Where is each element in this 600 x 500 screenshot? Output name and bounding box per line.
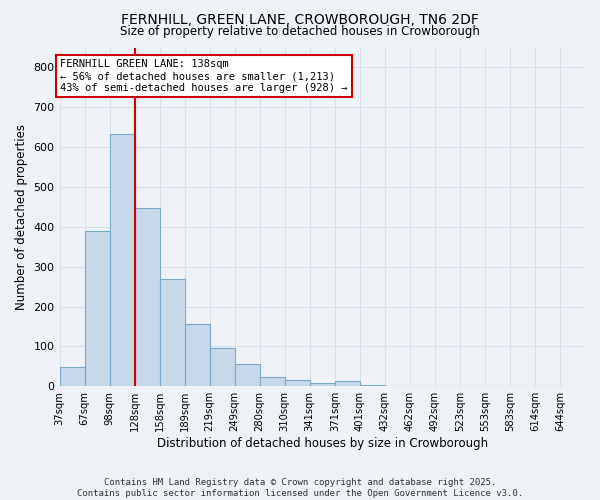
Bar — [310, 383, 335, 386]
Bar — [160, 280, 185, 386]
Text: Contains HM Land Registry data © Crown copyright and database right 2025.
Contai: Contains HM Land Registry data © Crown c… — [77, 478, 523, 498]
Text: FERNHILL GREEN LANE: 138sqm
← 56% of detached houses are smaller (1,213)
43% of : FERNHILL GREEN LANE: 138sqm ← 56% of det… — [60, 60, 347, 92]
Bar — [209, 348, 235, 386]
Text: Size of property relative to detached houses in Crowborough: Size of property relative to detached ho… — [120, 25, 480, 38]
Bar — [285, 380, 310, 386]
Bar — [260, 378, 285, 386]
Bar — [185, 324, 209, 386]
Bar — [59, 368, 85, 386]
Text: FERNHILL, GREEN LANE, CROWBOROUGH, TN6 2DF: FERNHILL, GREEN LANE, CROWBOROUGH, TN6 2… — [121, 12, 479, 26]
Y-axis label: Number of detached properties: Number of detached properties — [15, 124, 28, 310]
X-axis label: Distribution of detached houses by size in Crowborough: Distribution of detached houses by size … — [157, 437, 488, 450]
Bar — [335, 381, 360, 386]
Bar — [85, 231, 110, 386]
Bar — [110, 134, 134, 386]
Bar — [235, 364, 260, 386]
Bar — [134, 208, 160, 386]
